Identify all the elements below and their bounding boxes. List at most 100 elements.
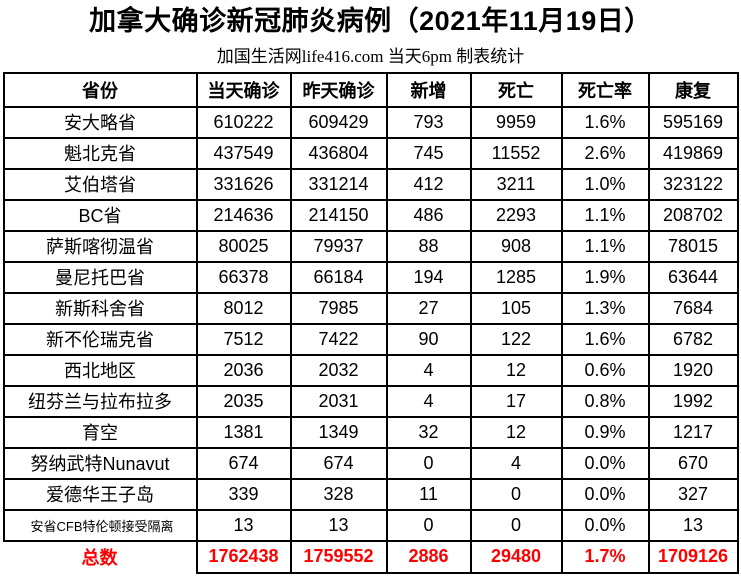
table-row: 爱德华王子岛 339 328 11 0 0.0% 327: [2, 477, 739, 511]
value-cell: 214150: [289, 198, 388, 232]
page-title: 加拿大确诊新冠肺炎病例（2021年11月19日）: [89, 6, 652, 36]
value-cell: 745: [385, 136, 472, 170]
value-cell: 1992: [647, 384, 739, 418]
province-name-cell: 新斯科舍省: [2, 291, 198, 325]
column-header-6: 康复: [647, 71, 739, 108]
total-value-cell: 29480: [469, 539, 563, 574]
value-cell: 66378: [195, 260, 292, 294]
table-row: 魁北克省 437549 436804 745 11552 2.6% 419869: [2, 136, 739, 170]
table-row: 曼尼托巴省 66378 66184 194 1285 1.9% 63644: [2, 260, 739, 294]
value-cell: 78015: [647, 229, 739, 263]
value-cell: 12: [469, 353, 563, 387]
value-cell: 0: [469, 477, 563, 511]
value-cell: 4: [469, 446, 563, 480]
column-header-3: 新增: [385, 71, 472, 108]
table-row: 新斯科舍省 8012 7985 27 105 1.3% 7684: [2, 291, 739, 325]
value-cell: 1285: [469, 260, 563, 294]
table-body: 安大略省 610222 609429 793 9959 1.6% 595169 魁北克省 437…: [2, 105, 739, 542]
value-cell: 0.0%: [560, 446, 650, 480]
table-row: BC省 214636 214150 486 2293 1.1% 208702: [2, 198, 739, 232]
value-cell: 27: [385, 291, 472, 325]
province-name-cell: 西北地区: [2, 353, 198, 387]
value-cell: 0.9%: [560, 415, 650, 449]
total-value-cell: 1709126: [647, 539, 739, 574]
value-cell: 122: [469, 322, 563, 356]
province-name-cell: 艾伯塔省: [2, 167, 198, 201]
value-cell: 1.1%: [560, 229, 650, 263]
value-cell: 0.0%: [560, 508, 650, 542]
value-cell: 80025: [195, 229, 292, 263]
value-cell: 486: [385, 198, 472, 232]
value-cell: 79937: [289, 229, 388, 263]
total-value-cell: 2886: [385, 539, 472, 574]
table-row: 安大略省 610222 609429 793 9959 1.6% 595169: [2, 105, 739, 139]
value-cell: 17: [469, 384, 563, 418]
value-cell: 437549: [195, 136, 292, 170]
value-cell: 412: [385, 167, 472, 201]
value-cell: 327: [647, 477, 739, 511]
value-cell: 1217: [647, 415, 739, 449]
province-name-cell: BC省: [2, 198, 198, 232]
table-header: 省份 当天确诊 昨天确诊 新增 死亡 死亡率 康复: [2, 71, 739, 108]
province-name-cell: 爱德华王子岛: [2, 477, 198, 511]
value-cell: 7684: [647, 291, 739, 325]
value-cell: 328: [289, 477, 388, 511]
value-cell: 6782: [647, 322, 739, 356]
province-name-cell: 安大略省: [2, 105, 198, 139]
table-row: 萨斯喀彻温省 80025 79937 88 908 1.1% 78015: [2, 229, 739, 263]
value-cell: 2293: [469, 198, 563, 232]
value-cell: 670: [647, 446, 739, 480]
value-cell: 214636: [195, 198, 292, 232]
province-name-cell: 萨斯喀彻温省: [2, 229, 198, 263]
value-cell: 339: [195, 477, 292, 511]
value-cell: 595169: [647, 105, 739, 139]
value-cell: 63644: [647, 260, 739, 294]
value-cell: 419869: [647, 136, 739, 170]
province-name-cell: 魁北克省: [2, 136, 198, 170]
value-cell: 323122: [647, 167, 739, 201]
value-cell: 610222: [195, 105, 292, 139]
value-cell: 11552: [469, 136, 563, 170]
covid-stats-table: 省份 当天确诊 昨天确诊 新增 死亡 死亡率 康复 安大略省 610222 609429 793 9…: [2, 71, 739, 574]
table-row: 纽芬兰与拉布拉多 2035 2031 4 17 0.8% 1992: [2, 384, 739, 418]
province-name-cell: 育空: [2, 415, 198, 449]
value-cell: 1.6%: [560, 322, 650, 356]
column-header-4: 死亡: [469, 71, 563, 108]
value-cell: 13: [195, 508, 292, 542]
value-cell: 2031: [289, 384, 388, 418]
value-cell: 88: [385, 229, 472, 263]
value-cell: 1349: [289, 415, 388, 449]
value-cell: 0.6%: [560, 353, 650, 387]
province-name-cell: 努纳武特Nunavut: [2, 446, 198, 480]
column-header-1: 当天确诊: [195, 71, 292, 108]
value-cell: 66184: [289, 260, 388, 294]
table-row: 育空 1381 1349 32 12 0.9% 1217: [2, 415, 739, 449]
value-cell: 2035: [195, 384, 292, 418]
value-cell: 32: [385, 415, 472, 449]
value-cell: 1920: [647, 353, 739, 387]
value-cell: 1.6%: [560, 105, 650, 139]
value-cell: 1.0%: [560, 167, 650, 201]
table-row: 安省CFB特伦顿接受隔离 13 13 0 0 0.0% 13: [2, 508, 739, 542]
value-cell: 12: [469, 415, 563, 449]
table-footer: 总数 1762438 1759552 2886 29480 1.7% 1709126: [3, 539, 739, 574]
column-header-5: 死亡率: [560, 71, 650, 108]
value-cell: 9959: [469, 105, 563, 139]
value-cell: 908: [469, 229, 563, 263]
value-cell: 1.3%: [560, 291, 650, 325]
value-cell: 0: [385, 446, 472, 480]
table-row: 努纳武特Nunavut 674 674 0 4 0.0% 670: [2, 446, 739, 480]
province-name-cell: 新不伦瑞克省: [2, 322, 198, 356]
value-cell: 674: [195, 446, 292, 480]
value-cell: 1.1%: [560, 198, 650, 232]
value-cell: 331214: [289, 167, 388, 201]
value-cell: 105: [469, 291, 563, 325]
value-cell: 0.0%: [560, 477, 650, 511]
value-cell: 4: [385, 353, 472, 387]
value-cell: 2036: [195, 353, 292, 387]
value-cell: 609429: [289, 105, 388, 139]
value-cell: 0: [385, 508, 472, 542]
value-cell: 208702: [647, 198, 739, 232]
value-cell: 13: [289, 508, 388, 542]
